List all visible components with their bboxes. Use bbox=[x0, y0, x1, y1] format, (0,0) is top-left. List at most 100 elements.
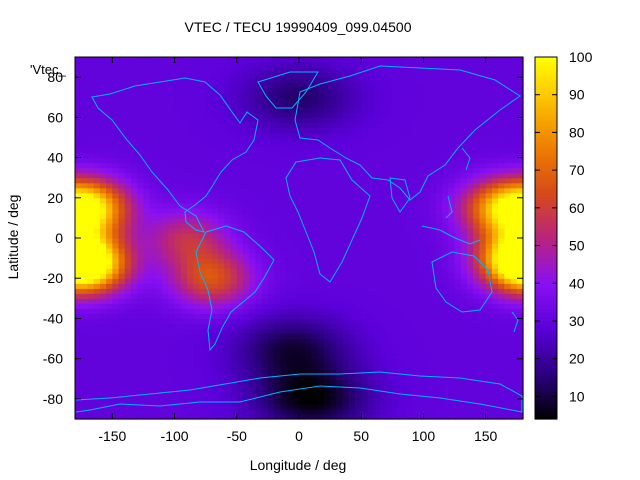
heatmap-cell bbox=[81, 383, 89, 390]
heatmap-cell bbox=[149, 97, 157, 103]
heatmap-cell bbox=[174, 348, 182, 355]
heatmap-cell bbox=[423, 353, 431, 360]
heatmap-cell bbox=[230, 127, 238, 134]
heatmap-cell bbox=[155, 348, 163, 355]
heatmap-cell bbox=[342, 323, 350, 330]
heatmap-cell bbox=[348, 222, 356, 229]
heatmap-cell bbox=[373, 132, 381, 139]
heatmap-cell bbox=[305, 368, 313, 375]
heatmap-cell bbox=[155, 403, 163, 410]
heatmap-cell bbox=[93, 217, 101, 224]
heatmap-cell bbox=[211, 217, 219, 224]
heatmap-cell bbox=[305, 122, 313, 128]
heatmap-cell bbox=[124, 187, 132, 194]
heatmap-cell bbox=[112, 288, 120, 294]
heatmap-cell bbox=[379, 363, 387, 370]
heatmap-cell bbox=[280, 127, 288, 134]
heatmap-cell bbox=[386, 393, 393, 400]
heatmap-cell bbox=[149, 182, 157, 189]
heatmap-cell bbox=[373, 373, 381, 380]
heatmap-cell bbox=[131, 152, 138, 159]
heatmap-cell bbox=[187, 353, 194, 360]
heatmap-cell bbox=[460, 323, 468, 330]
heatmap-cell bbox=[118, 222, 126, 229]
heatmap-cell bbox=[137, 323, 145, 330]
heatmap-cell bbox=[149, 122, 157, 128]
heatmap-cell bbox=[243, 142, 250, 149]
heatmap-cell bbox=[118, 152, 126, 159]
heatmap-cell bbox=[323, 273, 331, 279]
heatmap-cell bbox=[180, 378, 188, 385]
heatmap-cell bbox=[373, 182, 381, 189]
heatmap-cell bbox=[516, 187, 524, 194]
heatmap-cell bbox=[516, 258, 524, 264]
heatmap-cell bbox=[137, 393, 145, 400]
heatmap-cell bbox=[305, 77, 313, 83]
heatmap-cell bbox=[187, 107, 194, 113]
heatmap-cell bbox=[93, 338, 101, 345]
heatmap-cell bbox=[93, 157, 101, 164]
heatmap-cell bbox=[323, 132, 331, 139]
heatmap-cell bbox=[274, 177, 281, 184]
heatmap-cell bbox=[336, 87, 344, 93]
heatmap-cell bbox=[211, 393, 219, 400]
heatmap-cell bbox=[112, 403, 120, 410]
heatmap-cell bbox=[398, 313, 406, 320]
heatmap-cell bbox=[205, 243, 213, 249]
heatmap-cell bbox=[124, 398, 132, 405]
heatmap-cell bbox=[180, 263, 188, 269]
heatmap-cell bbox=[330, 338, 337, 345]
heatmap-cell bbox=[504, 157, 512, 164]
heatmap-cell bbox=[286, 142, 294, 149]
heatmap-cell bbox=[131, 187, 138, 194]
heatmap-cell bbox=[392, 378, 400, 385]
heatmap-cell bbox=[292, 157, 300, 164]
heatmap-cell bbox=[379, 197, 387, 204]
heatmap-cell bbox=[124, 107, 132, 113]
heatmap-cell bbox=[112, 187, 120, 194]
heatmap-cell bbox=[93, 227, 101, 234]
heatmap-cell bbox=[218, 253, 225, 259]
heatmap-cell bbox=[342, 388, 350, 395]
heatmap-cell bbox=[230, 403, 238, 410]
heatmap-cell bbox=[516, 328, 524, 335]
heatmap-cell bbox=[510, 358, 518, 365]
heatmap-cell bbox=[330, 343, 337, 350]
heatmap-cell bbox=[75, 117, 82, 123]
heatmap-cell bbox=[355, 207, 362, 214]
heatmap-cell bbox=[479, 343, 487, 350]
heatmap-cell bbox=[112, 238, 120, 244]
heatmap-cell bbox=[361, 197, 369, 204]
heatmap-cell bbox=[199, 283, 207, 289]
heatmap-cell bbox=[243, 107, 250, 113]
heatmap-cell bbox=[323, 293, 331, 299]
heatmap-cell bbox=[367, 388, 375, 395]
heatmap-cell bbox=[473, 177, 481, 184]
heatmap-cell bbox=[261, 323, 269, 330]
heatmap-cell bbox=[379, 117, 387, 123]
heatmap-cell bbox=[429, 217, 437, 224]
heatmap-cell bbox=[286, 172, 294, 179]
heatmap-cell bbox=[317, 82, 325, 88]
heatmap-cell bbox=[467, 388, 474, 395]
heatmap-cell bbox=[392, 348, 400, 355]
heatmap-cell bbox=[286, 248, 294, 254]
heatmap-cell bbox=[255, 77, 263, 83]
heatmap-cell bbox=[187, 187, 194, 194]
heatmap-cell bbox=[93, 258, 101, 264]
heatmap-cell bbox=[510, 127, 518, 134]
heatmap-cell bbox=[454, 182, 462, 189]
heatmap-cell bbox=[81, 258, 89, 264]
heatmap-cell bbox=[373, 162, 381, 169]
heatmap-cell bbox=[249, 157, 257, 164]
heatmap-cell bbox=[355, 142, 362, 149]
heatmap-cell bbox=[81, 167, 89, 174]
heatmap-cell bbox=[274, 187, 281, 194]
heatmap-cell bbox=[504, 368, 512, 375]
heatmap-cell bbox=[224, 192, 232, 199]
heatmap-cell bbox=[155, 122, 163, 128]
heatmap-cell bbox=[286, 232, 294, 239]
heatmap-cell bbox=[199, 217, 207, 224]
heatmap-cell bbox=[292, 358, 300, 365]
